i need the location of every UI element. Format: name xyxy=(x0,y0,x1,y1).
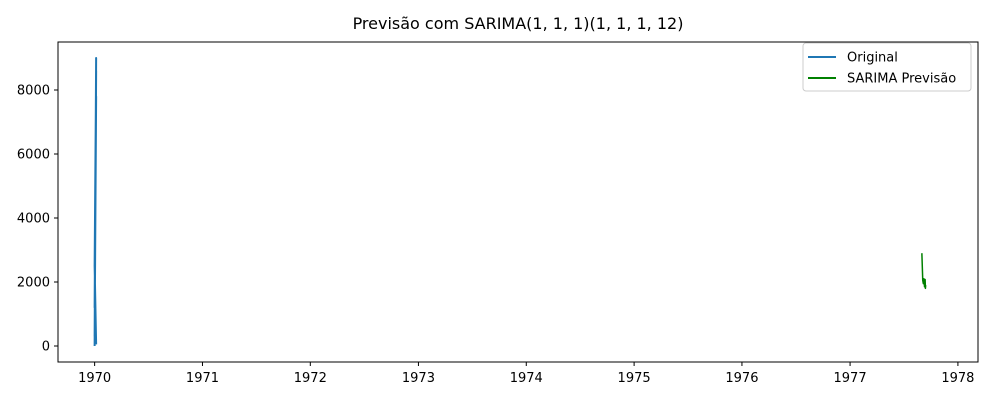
plot-frame xyxy=(57,41,979,363)
legend: Original SARIMA Previsão xyxy=(802,42,972,92)
series-line-sarima-forecast xyxy=(921,253,927,290)
x-tick-label: 1976 xyxy=(725,371,758,386)
x-axis: 1970 1971 1972 1973 1974 1975 1976 1977 1978 xyxy=(78,362,974,386)
y-axis: 0 2000 4000 6000 8000 xyxy=(17,84,58,355)
legend-label: Original xyxy=(847,51,898,66)
x-tick-label: 1971 xyxy=(186,371,219,386)
legend-label: SARIMA Previsão xyxy=(847,72,956,87)
y-tick-label: 4000 xyxy=(17,212,50,227)
x-tick-label: 1973 xyxy=(402,371,435,386)
x-tick-label: 1978 xyxy=(941,371,974,386)
x-tick-label: 1975 xyxy=(618,371,651,386)
x-tick-label: 1970 xyxy=(78,371,111,386)
y-tick-label: 0 xyxy=(42,340,50,355)
y-tick-label: 2000 xyxy=(17,276,50,291)
x-tick-label: 1977 xyxy=(834,371,867,386)
y-tick-label: 8000 xyxy=(17,84,50,99)
legend-box xyxy=(802,42,972,92)
x-tick-label: 1972 xyxy=(294,371,327,386)
y-tick-label: 6000 xyxy=(17,148,50,163)
series-line-original xyxy=(93,57,98,347)
chart-title: Previsão com SARIMA(1, 1, 1)(1, 1, 1, 12… xyxy=(353,14,684,33)
x-tick-label: 1974 xyxy=(510,371,543,386)
series-group xyxy=(93,57,927,347)
